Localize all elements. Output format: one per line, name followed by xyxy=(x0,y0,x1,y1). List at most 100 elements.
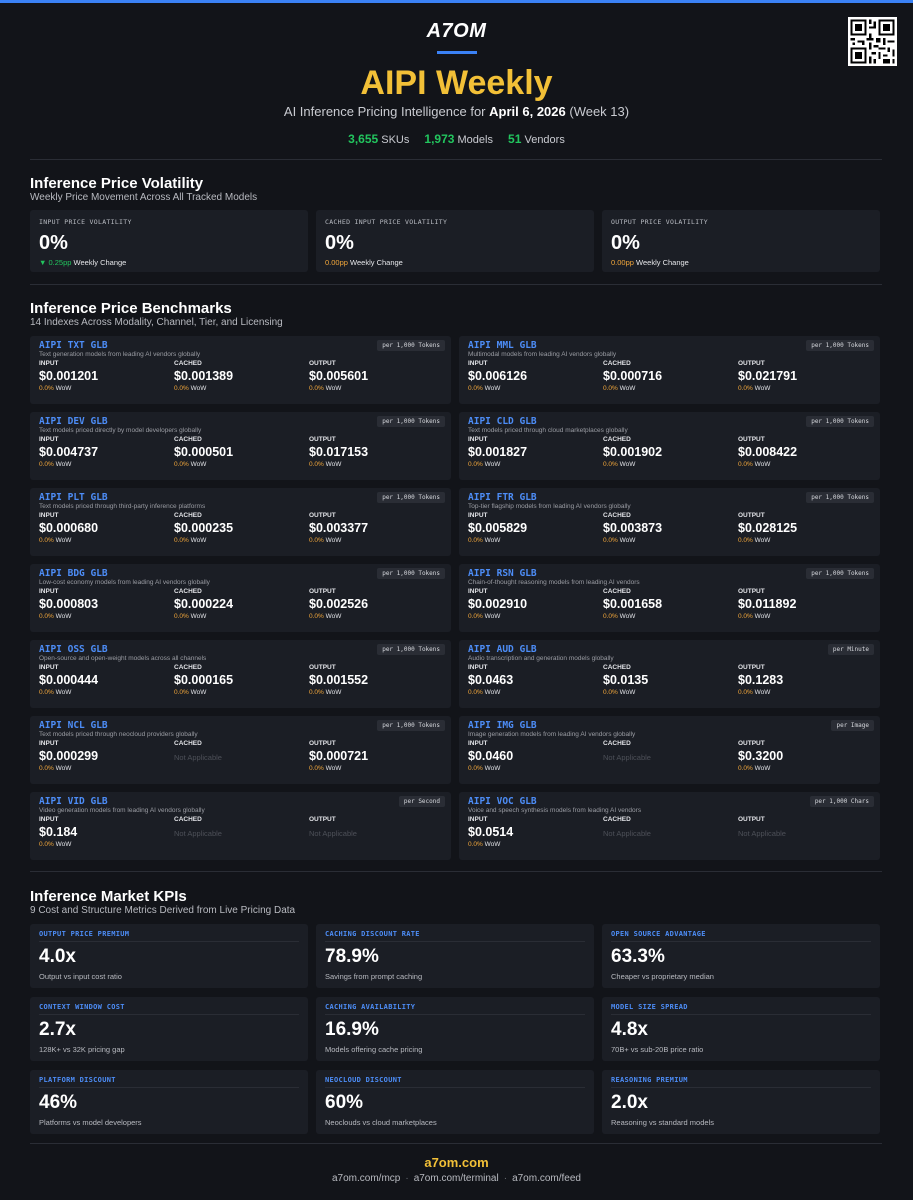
benchmark-name: AIPI DEV GLB xyxy=(39,416,108,427)
kpi-label: PLATFORM DISCOUNT xyxy=(39,1076,116,1084)
unit-badge: per 1,000 Tokens xyxy=(377,644,445,655)
benchmark-card[interactable]: AIPI OSS GLB Open-source and open-weight … xyxy=(30,640,451,708)
stat-label: Models xyxy=(457,134,493,146)
benchmark-name: AIPI PLT GLB xyxy=(39,492,108,503)
wow-change: 0.0% WoW xyxy=(39,765,169,772)
kpi-divider xyxy=(325,941,585,942)
column-label: CACHED xyxy=(603,664,631,671)
stat-value: 51 xyxy=(508,132,522,146)
benchmark-card[interactable]: AIPI RSN GLB Chain-of-thought reasoning m… xyxy=(459,564,880,632)
price-value: $0.3200 xyxy=(738,749,784,763)
unit-badge: per 1,000 Tokens xyxy=(806,416,874,427)
benchmark-description: Audio transcription and generation model… xyxy=(468,655,614,662)
price-value: $0.000803 xyxy=(39,597,99,611)
wow-value: 0.0% xyxy=(468,461,483,468)
footer-link-terminal[interactable]: a7om.com/terminal xyxy=(413,1173,499,1184)
column-label: OUTPUT xyxy=(309,360,336,367)
page-title: AIPI Weekly xyxy=(360,64,553,102)
wow-change: 0.0% WoW xyxy=(468,765,598,772)
wow-change: 0.0% WoW xyxy=(309,613,439,620)
benchmark-card[interactable]: AIPI FTR GLB Top-tier flagship models fro… xyxy=(459,488,880,556)
price-value: $0.003377 xyxy=(309,521,369,535)
column-label: INPUT xyxy=(39,360,59,367)
brand-logo[interactable]: A7OM xyxy=(426,20,487,42)
price-column-cached: CACHED Not Applicable xyxy=(174,816,304,838)
benchmark-card[interactable]: AIPI AUD GLB Audio transcription and gene… xyxy=(459,640,880,708)
price-column-output: OUTPUT Not Applicable xyxy=(309,816,439,838)
benchmark-card[interactable]: AIPI MML GLB Multimodal models from leadi… xyxy=(459,336,880,404)
benchmark-card[interactable]: AIPI IMG GLB Image generation models from… xyxy=(459,716,880,784)
price-column-cached: CACHED $0.000165 0.0% WoW xyxy=(174,664,304,696)
wow-label: WoW xyxy=(190,537,207,544)
price-column-cached: CACHED Not Applicable xyxy=(174,740,304,762)
column-label: CACHED xyxy=(174,740,202,747)
stat-value: 1,973 xyxy=(424,132,455,146)
stat-label: SKUs xyxy=(381,134,410,146)
price-value: $0.000235 xyxy=(174,521,234,535)
wow-label: WoW xyxy=(190,385,207,392)
price-column-input: INPUT $0.0463 0.0% WoW xyxy=(468,664,598,696)
wow-value: 0.0% xyxy=(309,537,324,544)
wow-value: 0.0% xyxy=(174,385,189,392)
kpi-label: OPEN SOURCE ADVANTAGE xyxy=(611,930,706,938)
wow-label: WoW xyxy=(55,385,72,392)
price-value: $0.000299 xyxy=(39,749,99,763)
price-column-output: OUTPUT $0.1283 0.0% WoW xyxy=(738,664,868,696)
benchmark-card[interactable]: AIPI TXT GLB Text generation models from … xyxy=(30,336,451,404)
wow-change: 0.0% WoW xyxy=(738,613,868,620)
price-column-input: INPUT $0.000680 0.0% WoW xyxy=(39,512,169,544)
benchmark-name: AIPI VOC GLB xyxy=(468,796,537,807)
price-value: $0.1283 xyxy=(738,673,784,687)
benchmark-card[interactable]: AIPI BDG GLB Low-cost economy models from… xyxy=(30,564,451,632)
qr-code-icon[interactable] xyxy=(848,17,897,66)
benchmark-card[interactable]: AIPI NCL GLB Text models priced through n… xyxy=(30,716,451,784)
kpi-description: 70B+ vs sub-20B price ratio xyxy=(611,1045,704,1054)
benchmark-description: Text generation models from leading AI v… xyxy=(39,351,201,358)
top-accent-bar xyxy=(0,0,913,3)
wow-value: 0.0% xyxy=(468,537,483,544)
change-value: ▼ 0.25pp xyxy=(39,258,72,267)
benchmark-card[interactable]: AIPI DEV GLB Text models priced directly … xyxy=(30,412,451,480)
wow-value: 0.0% xyxy=(309,461,324,468)
footer-link-mcp[interactable]: a7om.com/mcp xyxy=(331,1173,401,1184)
price-value: $0.021791 xyxy=(738,369,798,383)
kpi-divider xyxy=(39,941,299,942)
wow-change: 0.0% WoW xyxy=(738,765,868,772)
not-applicable: Not Applicable xyxy=(738,829,786,838)
benchmark-card[interactable]: AIPI PLT GLB Text models priced through t… xyxy=(30,488,451,556)
column-label: CACHED xyxy=(603,360,631,367)
kpi-card: CACHING DISCOUNT RATE 78.9% Savings from p… xyxy=(316,924,594,988)
wow-change: 0.0% WoW xyxy=(39,385,169,392)
wow-label: WoW xyxy=(55,613,72,620)
column-label: CACHED xyxy=(603,740,631,747)
column-label: INPUT xyxy=(468,816,488,823)
benchmark-card[interactable]: AIPI VOC GLB Voice and speech synthesis m… xyxy=(459,792,880,860)
column-label: INPUT xyxy=(468,664,488,671)
wow-label: WoW xyxy=(484,461,501,468)
price-value: $0.006126 xyxy=(468,369,528,383)
price-column-output: OUTPUT $0.002526 0.0% WoW xyxy=(309,588,439,620)
benchmark-name: AIPI RSN GLB xyxy=(468,568,537,579)
wow-label: WoW xyxy=(190,461,207,468)
unit-badge: per Second xyxy=(398,796,445,807)
kpi-divider xyxy=(39,1087,299,1088)
price-value: $0.003873 xyxy=(603,521,663,535)
footer-brand-link[interactable]: a7om.com xyxy=(424,1155,489,1170)
benchmark-card[interactable]: AIPI CLD GLB Text models priced through c… xyxy=(459,412,880,480)
wow-label: WoW xyxy=(190,689,207,696)
wow-label: WoW xyxy=(754,765,771,772)
price-column-cached: CACHED $0.003873 0.0% WoW xyxy=(603,512,733,544)
price-column-output: OUTPUT $0.017153 0.0% WoW xyxy=(309,436,439,468)
price-value: $0.028125 xyxy=(738,521,798,535)
price-value: $0.001201 xyxy=(39,369,99,383)
price-value: $0.000165 xyxy=(174,673,234,687)
benchmark-name: AIPI CLD GLB xyxy=(468,416,537,427)
kpi-value: 16.9% xyxy=(325,1019,379,1040)
benchmark-name: AIPI FTR GLB xyxy=(468,492,537,503)
benchmark-card[interactable]: AIPI VID GLB Video generation models from… xyxy=(30,792,451,860)
column-label: OUTPUT xyxy=(309,816,336,823)
wow-value: 0.0% xyxy=(39,537,54,544)
kpi-label: CONTEXT WINDOW COST xyxy=(39,1003,125,1011)
footer-link-feed[interactable]: a7om.com/feed xyxy=(512,1173,581,1184)
benchmark-name: AIPI AUD GLB xyxy=(468,644,537,655)
